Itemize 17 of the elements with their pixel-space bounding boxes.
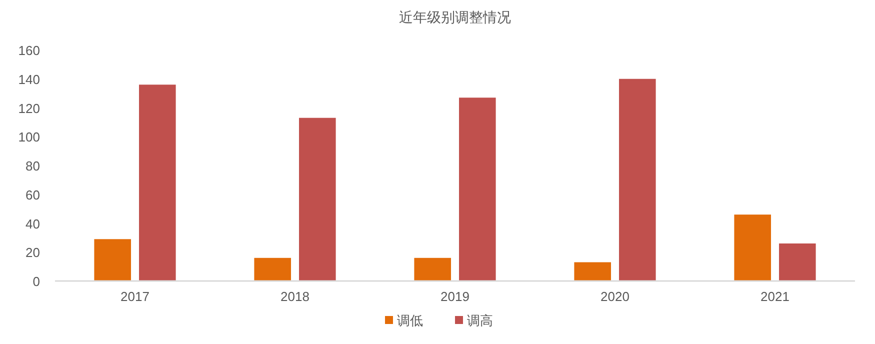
y-tick-label: 40 xyxy=(26,216,40,232)
x-tick-label: 2018 xyxy=(280,289,310,304)
y-tick-label: 0 xyxy=(32,274,40,289)
y-tick-label: 100 xyxy=(18,130,40,145)
y-tick-label: 160 xyxy=(18,43,40,58)
y-tick-label: 80 xyxy=(26,158,40,174)
x-tick-label: 2020 xyxy=(600,289,630,304)
legend-label: 调低 xyxy=(397,313,423,328)
y-tick-label: 20 xyxy=(26,245,40,260)
x-tick-label: 2021 xyxy=(760,289,790,304)
y-tick-label: 120 xyxy=(18,100,40,116)
legend-label: 调高 xyxy=(467,313,493,328)
x-tick-label: 2017 xyxy=(120,289,150,304)
y-tick-label: 60 xyxy=(26,187,40,202)
y-tick-label: 140 xyxy=(18,72,40,87)
x-tick-label: 2019 xyxy=(440,289,470,304)
title: 近年级别调整情况 xyxy=(399,11,511,26)
